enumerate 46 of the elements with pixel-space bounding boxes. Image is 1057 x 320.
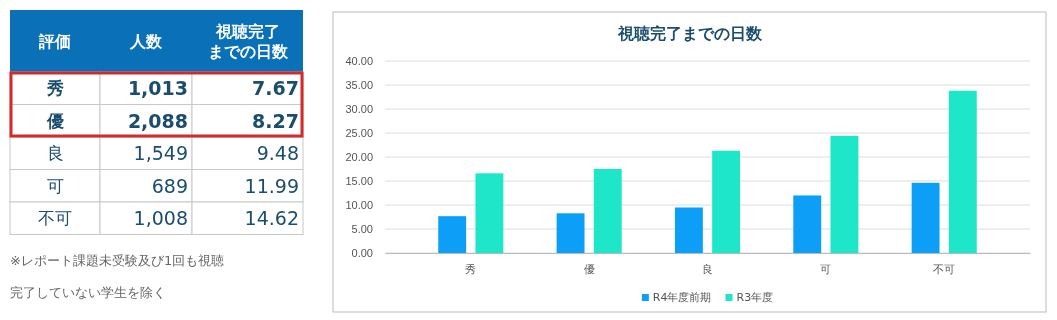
- text: 秀: [45, 78, 64, 99]
- text: 評価: [38, 32, 71, 51]
- text: 1,008: [133, 207, 188, 230]
- x-tick-label: 優: [583, 262, 595, 275]
- text: 7.67: [252, 77, 299, 100]
- chart-title: 視聴完了までの日数: [616, 24, 763, 43]
- y-tick-label: 35.00: [345, 79, 373, 92]
- bar: [911, 182, 940, 253]
- y-tick-label: 0.00: [351, 247, 373, 260]
- text: 2,088: [127, 109, 188, 132]
- x-tick-label: 良: [702, 262, 713, 275]
- x-tick-label: 秀: [465, 262, 477, 275]
- bar: [830, 135, 859, 253]
- text: ※レポート課題未受験及び1回も視聴完了していない学生を除く: [10, 252, 225, 300]
- text: 視聴完了までの日数: [207, 22, 289, 61]
- y-tick-label: 40.00: [345, 55, 373, 68]
- text: 1,013: [127, 77, 188, 100]
- legend-label: R4年度前期: [652, 291, 712, 304]
- y-tick-label: 5.00: [351, 223, 373, 236]
- y-tick-label: 10.00: [345, 199, 373, 212]
- x-tick-label: 不可: [933, 262, 956, 275]
- y-tick-label: 15.00: [345, 175, 373, 188]
- bar: [793, 195, 822, 253]
- text: 9.48: [256, 142, 299, 165]
- text: 689: [151, 174, 188, 197]
- text: 可: [46, 175, 64, 196]
- text: 良: [46, 143, 64, 164]
- x-tick-label: 可: [820, 262, 832, 275]
- bar: [438, 216, 467, 253]
- bar: [556, 213, 585, 253]
- y-tick-label: 30.00: [345, 103, 373, 116]
- bar: [475, 173, 504, 253]
- text: 11.99: [244, 174, 299, 197]
- text: 14.62: [244, 207, 299, 230]
- text: 1,549: [133, 142, 188, 165]
- bar: [948, 90, 977, 253]
- text: 優: [45, 110, 64, 131]
- legend-label: R3年度: [736, 291, 774, 304]
- bar: [674, 207, 703, 253]
- text: 人数: [129, 32, 163, 51]
- bar: [712, 150, 741, 253]
- text: 不可: [38, 208, 72, 229]
- bar: [593, 169, 622, 253]
- y-tick-label: 25.00: [345, 127, 373, 140]
- y-tick-label: 20.00: [345, 151, 373, 164]
- text: 8.27: [252, 109, 299, 132]
